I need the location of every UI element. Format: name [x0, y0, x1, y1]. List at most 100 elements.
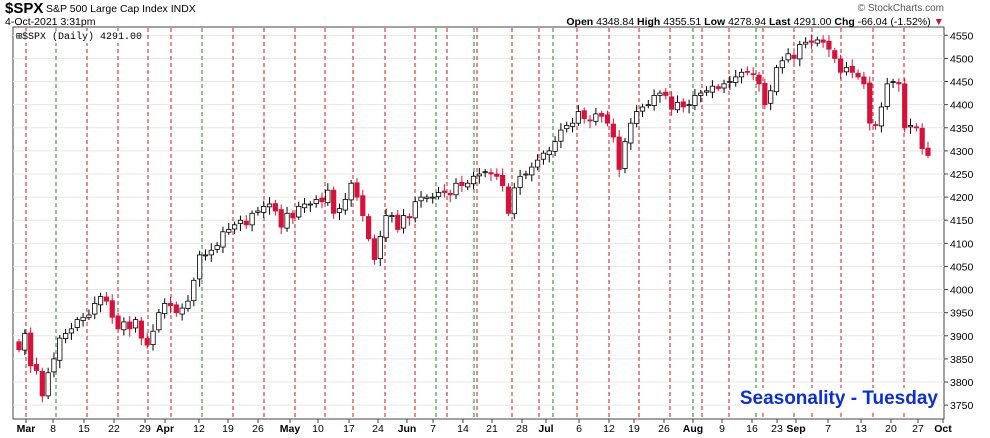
candle-body: [63, 333, 69, 339]
candle-body: [709, 85, 716, 93]
x-tick-label: 8: [50, 423, 56, 435]
candle-body: [779, 60, 785, 69]
x-tick-label: 10: [312, 423, 324, 435]
y-tick-label: 4000: [950, 285, 974, 297]
candle-body: [919, 127, 925, 149]
candle-body: [336, 208, 343, 213]
candle-body: [552, 141, 558, 152]
candle-body: [360, 195, 366, 217]
candle-body: [569, 122, 576, 127]
candle-body: [383, 215, 389, 239]
candle-body: [278, 209, 284, 228]
candle-body: [389, 215, 395, 218]
y-tick-label: 4300: [950, 146, 974, 158]
instrument-name: S&P 500 Large Cap Index INDX: [46, 3, 196, 15]
candle-body: [610, 123, 616, 138]
x-tick-label: Aug: [683, 423, 703, 435]
candle-body: [534, 159, 541, 168]
candle-body: [173, 304, 179, 314]
candle-body: [197, 254, 203, 280]
high-value: 4355.51: [663, 16, 702, 28]
x-tick-label: 14: [457, 423, 469, 435]
candle-body: [249, 212, 255, 226]
open-label: Open: [566, 16, 594, 28]
horizontal-gridlines: [13, 34, 944, 406]
candle-body: [400, 215, 407, 229]
x-tick-label: Mar: [17, 423, 36, 435]
candle-body: [529, 166, 535, 176]
candle-body: [121, 321, 127, 331]
candle-body: [208, 249, 214, 256]
candle-body: [703, 90, 710, 93]
candle-body: [791, 54, 797, 59]
x-tick-label: 7: [430, 423, 436, 435]
chg-label: Chg: [834, 16, 855, 28]
candlestick-series: [16, 34, 931, 403]
down-triangle-icon: ▼: [933, 16, 944, 28]
candle-body: [797, 44, 803, 60]
x-tick-label: 19: [628, 423, 640, 435]
last-label: Last: [768, 16, 791, 28]
candle-body: [558, 129, 564, 142]
candle-body: [814, 39, 820, 44]
candle-body: [214, 245, 220, 250]
candle-body: [750, 73, 756, 76]
x-tick-label: 28: [516, 423, 528, 435]
candle-body: [290, 212, 296, 219]
candle-body: [366, 216, 372, 240]
candle-body: [884, 83, 890, 107]
x-tick-label: 9: [719, 423, 725, 435]
candle-body: [738, 71, 745, 78]
candle-body: [686, 104, 692, 107]
candle-body: [325, 189, 331, 204]
candle-body: [890, 81, 896, 83]
candle-body: [604, 114, 611, 124]
candle-body: [28, 332, 34, 367]
x-tick-label: Jun: [398, 423, 417, 435]
candle-body: [680, 101, 686, 108]
candle-body: [191, 279, 197, 302]
candle-body: [645, 104, 651, 107]
x-tick-label: Sep: [786, 423, 805, 435]
x-tick-label: 12: [603, 423, 615, 435]
candle-body: [301, 203, 308, 209]
candle-body: [581, 110, 587, 119]
candle-body: [424, 196, 430, 199]
credit-text: © StockCharts.com: [857, 3, 944, 14]
last-value: 4291.00: [793, 16, 832, 28]
candle-body: [406, 216, 413, 219]
candle-body: [144, 338, 150, 346]
candle-body: [465, 182, 471, 188]
y-tick-label: 4250: [950, 169, 974, 181]
candle-body: [826, 40, 832, 50]
candle-body: [651, 95, 657, 106]
candle-body: [266, 203, 273, 208]
candle-body: [348, 182, 354, 201]
candle-body: [97, 296, 104, 306]
x-tick-label: May: [280, 423, 301, 435]
x-tick-label: 12: [193, 423, 205, 435]
high-label: High: [637, 16, 661, 28]
candle-body: [74, 319, 80, 328]
chg-value: -66.04 (-1.52%): [857, 16, 931, 28]
candle-body: [820, 39, 826, 43]
x-tick-label: 19: [222, 423, 234, 435]
quote-date: 4-Oct-2021 3:31pm: [5, 16, 96, 28]
candle-body: [663, 91, 669, 96]
candle-body: [80, 316, 86, 321]
y-tick-label: 3950: [950, 308, 974, 320]
candle-body: [785, 53, 791, 61]
candle-body: [296, 205, 302, 218]
candle-body: [162, 303, 168, 315]
candle-body: [103, 296, 110, 302]
candle-body: [185, 300, 191, 309]
candle-body: [773, 67, 780, 93]
y-tick-label: 3750: [950, 400, 974, 412]
x-tick-label: 16: [746, 423, 758, 435]
candle-body: [39, 370, 45, 397]
candle-body: [715, 86, 721, 89]
candle-body: [331, 189, 337, 214]
candle-body: [459, 181, 465, 186]
y-tick-label: 4200: [950, 192, 974, 204]
candle-body: [500, 174, 506, 186]
